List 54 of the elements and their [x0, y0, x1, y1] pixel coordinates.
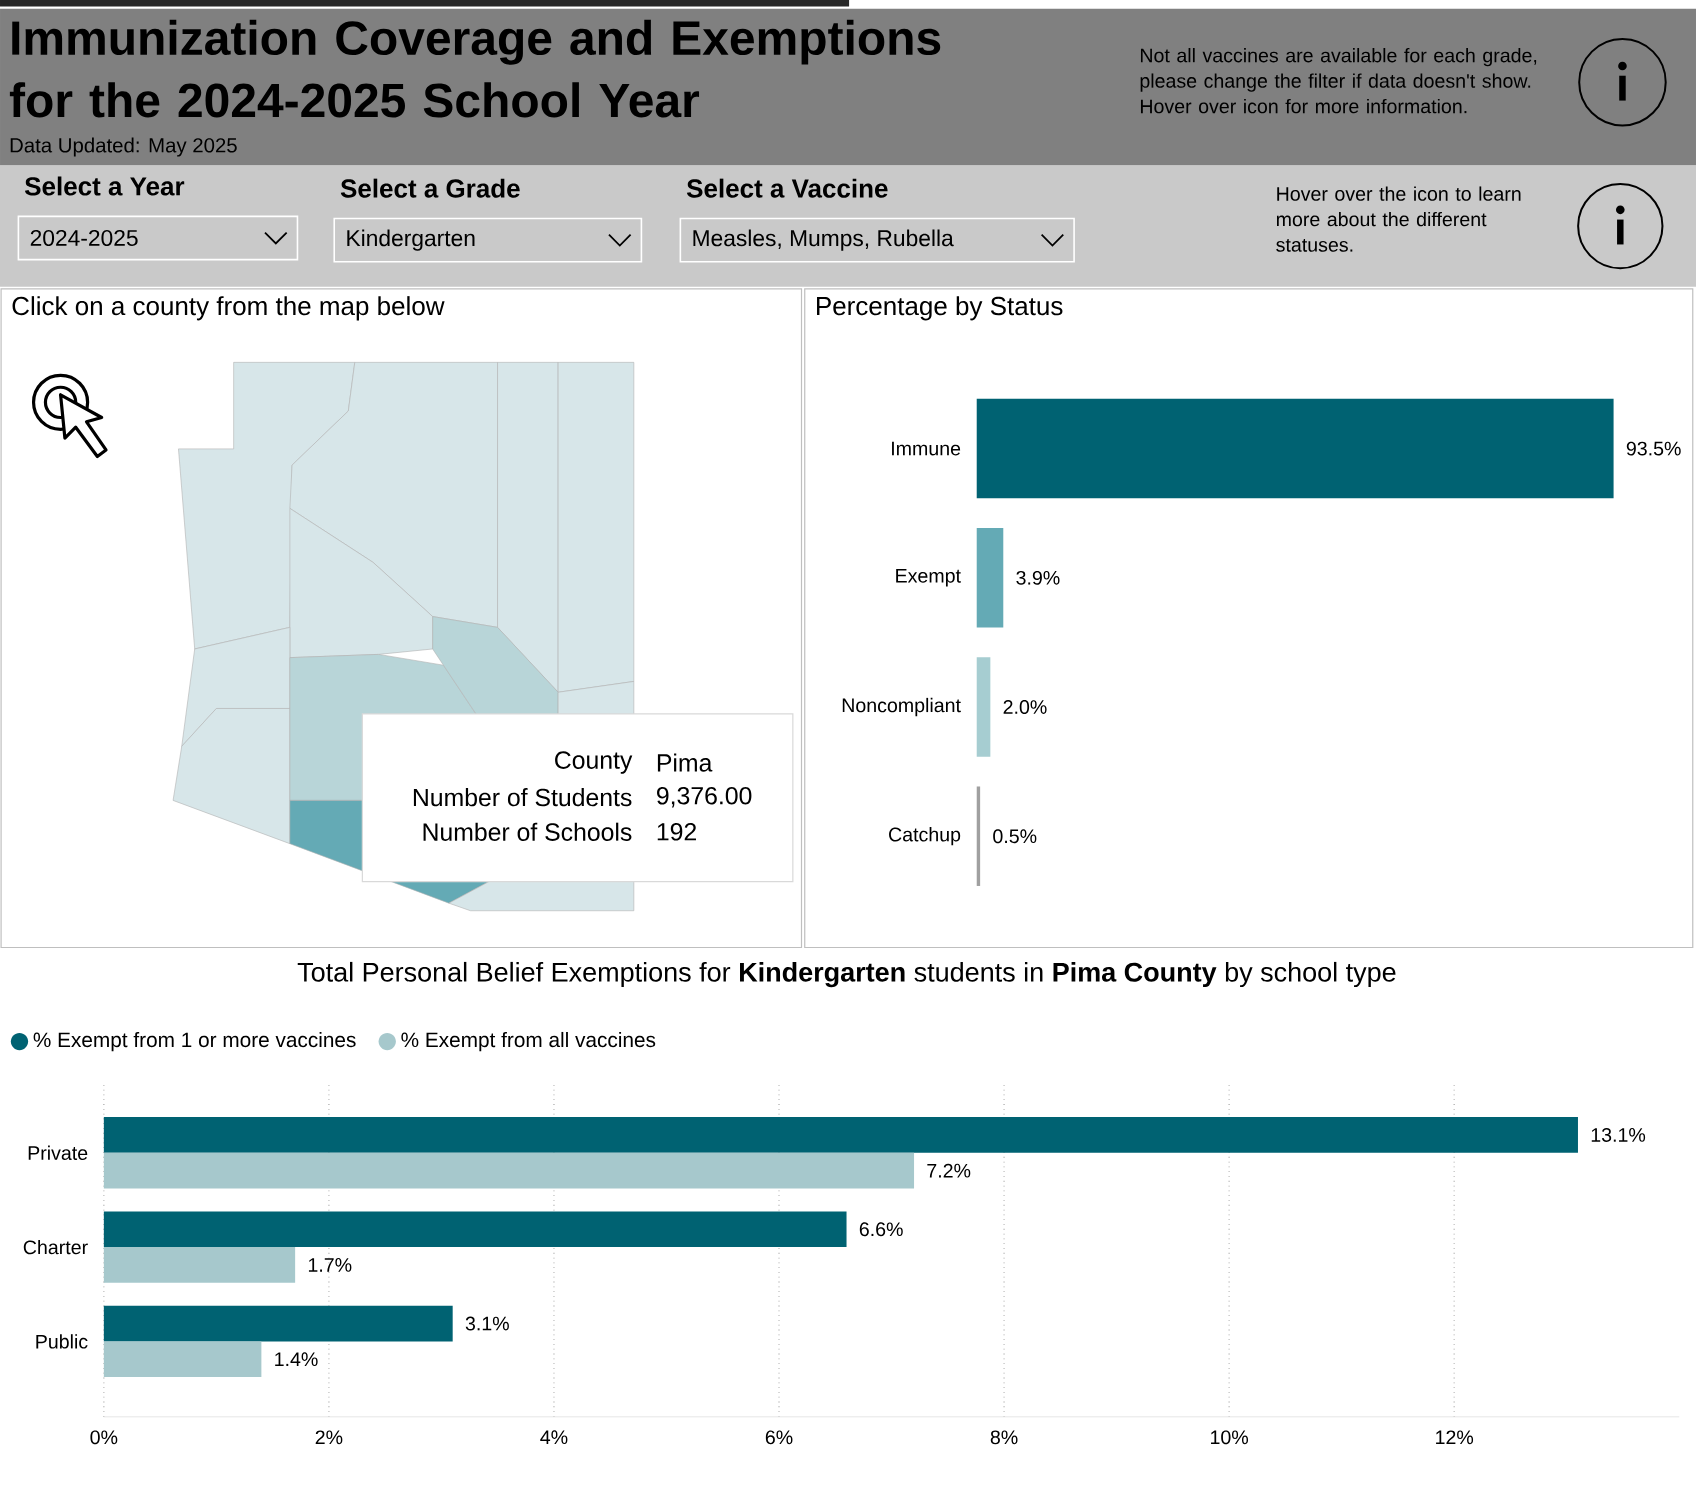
bar: [103, 1211, 847, 1248]
x-tick-label: 10%: [1211, 1430, 1249, 1445]
bar: [103, 1247, 296, 1283]
bar: [103, 1152, 915, 1189]
text: Kindergarten: [347, 229, 475, 251]
chart-title: Total Personal Belief Exemptions for Kindergarten students in Pima County by school type: [297, 962, 1396, 988]
data-label: 1.7%: [308, 1258, 352, 1272]
x-tick-label: 0%: [90, 1430, 118, 1445]
text: Immunization Coverage and Exemptions for the 2024-2025 School Year: [9, 20, 941, 118]
legend-label: % Exempt from 1 or more vaccines: [33, 1032, 356, 1052]
text: Click on a county from the map below: [12, 296, 445, 321]
text: Not all vaccines are available for each grade, please change the filter if data doesn't show. Hover over icon for more information.: [1140, 48, 1537, 114]
text: 2024-2025: [30, 230, 138, 247]
text: Number of Students: [413, 788, 632, 807]
text: Measles, Mumps, Rubella: [693, 229, 954, 251]
data-label: 6.6%: [859, 1222, 903, 1237]
text: Pima: [657, 753, 713, 772]
data-label: 1.4%: [275, 1352, 318, 1367]
y-tick-label: Charter: [23, 1240, 88, 1255]
bar: [103, 1341, 262, 1378]
text: Data Updated: May 2025: [10, 137, 237, 157]
text: 192: [657, 823, 696, 841]
data-label: 13.1%: [1591, 1128, 1646, 1143]
chart-title: Percentage by Status: [817, 296, 1063, 321]
x-tick-label: 12%: [1436, 1430, 1474, 1445]
bar: [976, 657, 991, 757]
y-tick-label: Private: [28, 1145, 88, 1161]
bar: [103, 1117, 1578, 1153]
bar: [976, 528, 1004, 628]
text: Hover over the icon to learn more about the different statuses.: [1276, 186, 1521, 252]
bar: [976, 398, 1614, 499]
y-tick-label: Public: [36, 1334, 88, 1349]
y-tick-label: Catchup: [889, 827, 961, 846]
data-label: 93.5%: [1626, 441, 1681, 456]
legend-label: % Exempt from all vaccines: [401, 1032, 656, 1052]
y-tick-label: Noncompliant: [842, 698, 961, 717]
text: 9,376.00: [657, 787, 752, 808]
data-label: 3.9%: [1016, 571, 1060, 585]
x-tick-label: 2%: [315, 1430, 343, 1445]
data-label: 7.2%: [927, 1163, 971, 1178]
data-label: 2.0%: [1003, 700, 1047, 715]
data-label: 0.5%: [993, 829, 1037, 844]
x-tick-label: 8%: [990, 1430, 1018, 1445]
x-tick-label: 4%: [540, 1430, 568, 1445]
text: County: [555, 751, 633, 774]
text: Number of Schools: [423, 822, 632, 842]
y-tick-label: Exempt: [896, 569, 961, 587]
data-label: 3.1%: [465, 1316, 509, 1331]
text: Select a Year: [24, 176, 185, 196]
x-tick-label: 6%: [765, 1430, 793, 1445]
text: Select a Vaccine: [686, 178, 888, 198]
y-tick-label: Immune: [892, 441, 961, 456]
text: Select a Grade: [340, 178, 520, 198]
bar: [103, 1305, 453, 1342]
